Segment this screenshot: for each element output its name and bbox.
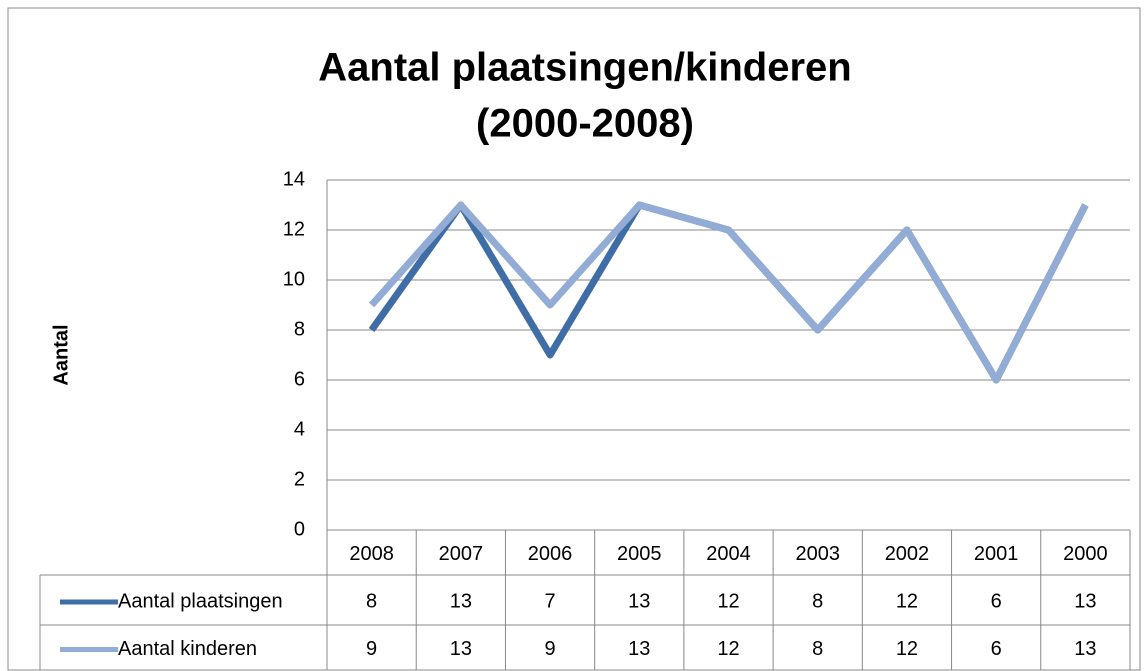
y-tick-label: 2 xyxy=(294,468,305,490)
table-value: 13 xyxy=(628,638,650,660)
y-tick-label: 14 xyxy=(283,168,305,190)
table-value: 13 xyxy=(1074,638,1096,660)
table-value: 13 xyxy=(450,638,472,660)
x-tick-label: 2008 xyxy=(349,543,394,565)
y-tick-label: 8 xyxy=(294,318,305,340)
table-value: 13 xyxy=(1074,590,1096,612)
y-tick-label: 4 xyxy=(294,418,305,440)
table-value: 7 xyxy=(544,590,555,612)
y-axis-label: Aantal xyxy=(50,324,72,385)
x-tick-label: 2000 xyxy=(1063,543,1108,565)
table-value: 8 xyxy=(812,638,823,660)
x-tick-label: 2006 xyxy=(528,543,573,565)
table-value: 6 xyxy=(991,590,1002,612)
table-value: 13 xyxy=(450,590,472,612)
chart-title: (2000-2008) xyxy=(476,102,694,146)
x-tick-label: 2005 xyxy=(617,543,662,565)
y-tick-label: 10 xyxy=(283,268,305,290)
table-value: 13 xyxy=(628,590,650,612)
table-value: 12 xyxy=(896,638,918,660)
x-tick-label: 2002 xyxy=(885,543,930,565)
x-tick-label: 2001 xyxy=(974,543,1019,565)
x-tick-label: 2007 xyxy=(439,543,484,565)
table-value: 12 xyxy=(717,638,739,660)
table-value: 9 xyxy=(366,638,377,660)
table-value: 6 xyxy=(991,638,1002,660)
table-value: 8 xyxy=(366,590,377,612)
legend-label: Aantal plaatsingen xyxy=(118,590,283,612)
table-value: 9 xyxy=(544,638,555,660)
series-line xyxy=(368,201,1089,384)
table-value: 12 xyxy=(896,590,918,612)
y-tick-label: 12 xyxy=(283,218,305,240)
table-value: 12 xyxy=(717,590,739,612)
chart-title: Aantal plaatsingen/kinderen xyxy=(318,46,851,90)
x-tick-label: 2003 xyxy=(795,543,840,565)
table-value: 8 xyxy=(812,590,823,612)
legend-label: Aantal kinderen xyxy=(118,638,257,660)
y-tick-label: 0 xyxy=(294,518,305,540)
x-tick-label: 2004 xyxy=(706,543,751,565)
y-tick-label: 6 xyxy=(294,368,305,390)
